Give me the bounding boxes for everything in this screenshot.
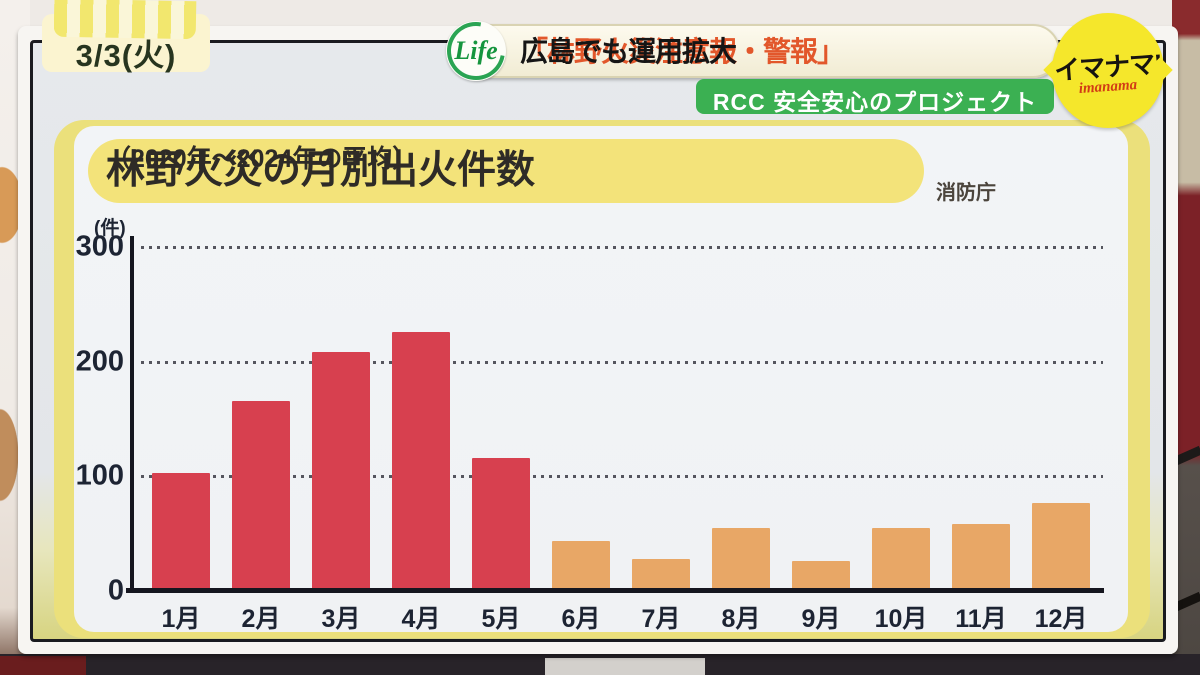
chart-title-pill: 林野火災の月別出火件数 （2020年〜2024年の平均） [88,139,924,203]
x-axis-line [126,588,1104,593]
chart-source: 消防庁 [936,182,996,204]
headline-rest: 広島でも運用拡大 [520,36,737,67]
life-corner-logo: Life [435,10,517,92]
chart-subtitle: （2020年〜2024年の平均） [106,145,418,173]
project-badge-text: RCC 安全安心のプロジェクト [712,89,1038,115]
date-text: 3/3(火) [75,38,177,73]
program-logo-lemon-icon: イマナマ! imanama [1052,13,1164,128]
y-axis-line [130,236,134,593]
studio-desk-highlight [545,658,705,675]
date-badge-awning-decoration [53,0,197,40]
studio-desk-accent [0,656,86,675]
chart-title: 林野火災の月別出火件数 [106,149,536,192]
headline-highlight: 「林野火災注意報・警報」 [520,36,845,67]
y-axis-unit-label: (件) [94,218,126,239]
life-logo-text: Life [454,36,498,65]
headline-banner: 「林野火災注意報・警報」 広島でも運用拡大 [454,24,1060,78]
project-badge: RCC 安全安心のプロジェクト [696,79,1054,115]
